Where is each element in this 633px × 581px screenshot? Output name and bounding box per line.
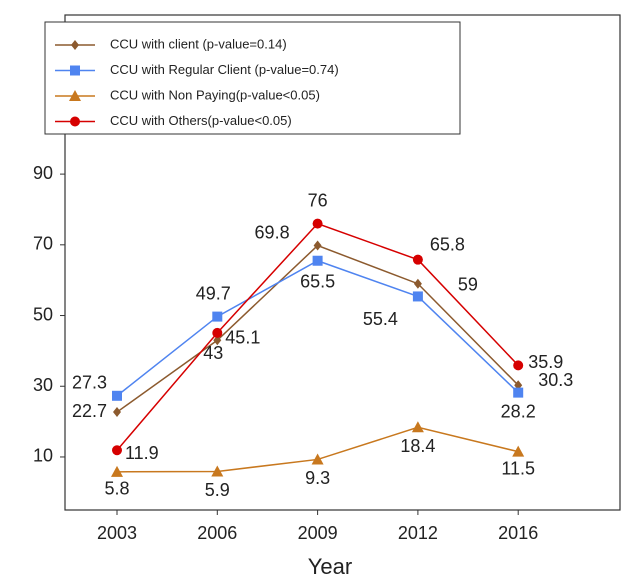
data-label: 65.8 [430,234,465,254]
data-label: 59 [458,274,478,294]
data-point [312,255,323,266]
data-point [112,445,122,456]
legend-label: CCU with Regular Client (p-value=0.74) [110,62,339,77]
data-label: 22.7 [72,401,107,421]
x-tick-label: 2016 [498,523,538,543]
data-label: 43 [203,343,223,363]
data-point [513,360,524,371]
data-label: 11.5 [501,458,535,478]
data-point [313,240,322,251]
x-tick-label: 2003 [97,523,137,543]
y-tick-label: 70 [33,234,53,254]
data-label: 49.7 [196,283,231,303]
data-label: 35.9 [528,352,563,372]
legend-marker [69,90,81,101]
data-point [311,453,324,465]
data-point [412,254,423,265]
y-tick-label: 30 [33,375,53,395]
y-tick-label: 50 [33,304,53,324]
data-label: 30.3 [538,370,573,390]
data-point [412,291,423,302]
legend-box [44,21,461,135]
data-label: 18.4 [400,436,435,456]
data-label: 9.3 [305,468,330,488]
data-label: 5.9 [205,480,230,500]
data-point [212,311,223,322]
legend-label: CCU with Non Paying(p-value<0.05) [110,87,320,102]
data-point [512,445,525,457]
data-point [111,465,123,477]
x-axis-label: Year [308,554,352,579]
data-label: 5.8 [104,479,129,499]
legend: CCU with client (p-value=0.14) CCU with R… [44,21,461,135]
data-label: 27.3 [72,373,107,393]
data-point [413,278,422,289]
x-tick-label: 2012 [398,523,438,543]
y-tick-label: 10 [33,446,53,466]
data-point [211,465,224,477]
y-tick-label: 90 [33,163,53,183]
plot-frame [64,14,621,511]
data-point [513,387,524,398]
data-label: 76 [308,190,328,210]
data-point [213,335,222,346]
legend-marker [70,116,80,127]
data-point [411,421,424,433]
x-tick-label: 2009 [298,523,338,543]
legend-marker [71,40,79,50]
legend-label: CCU with client (p-value=0.14) [110,36,287,51]
data-label: 45.1 [225,328,260,348]
data-label: 11.9 [125,443,159,463]
x-tick-label: 2006 [197,523,237,543]
legend-marker [70,65,80,76]
data-point [113,407,121,418]
data-label: 28.2 [501,401,536,421]
legend-label: CCU with Others(p-value<0.05) [110,113,292,128]
data-label: 65.5 [300,271,335,291]
data-point [212,327,223,338]
data-point [112,390,122,401]
data-point [312,218,323,229]
data-label: 69.8 [255,222,290,242]
data-label: 55.4 [363,309,398,329]
series-line [116,426,519,473]
